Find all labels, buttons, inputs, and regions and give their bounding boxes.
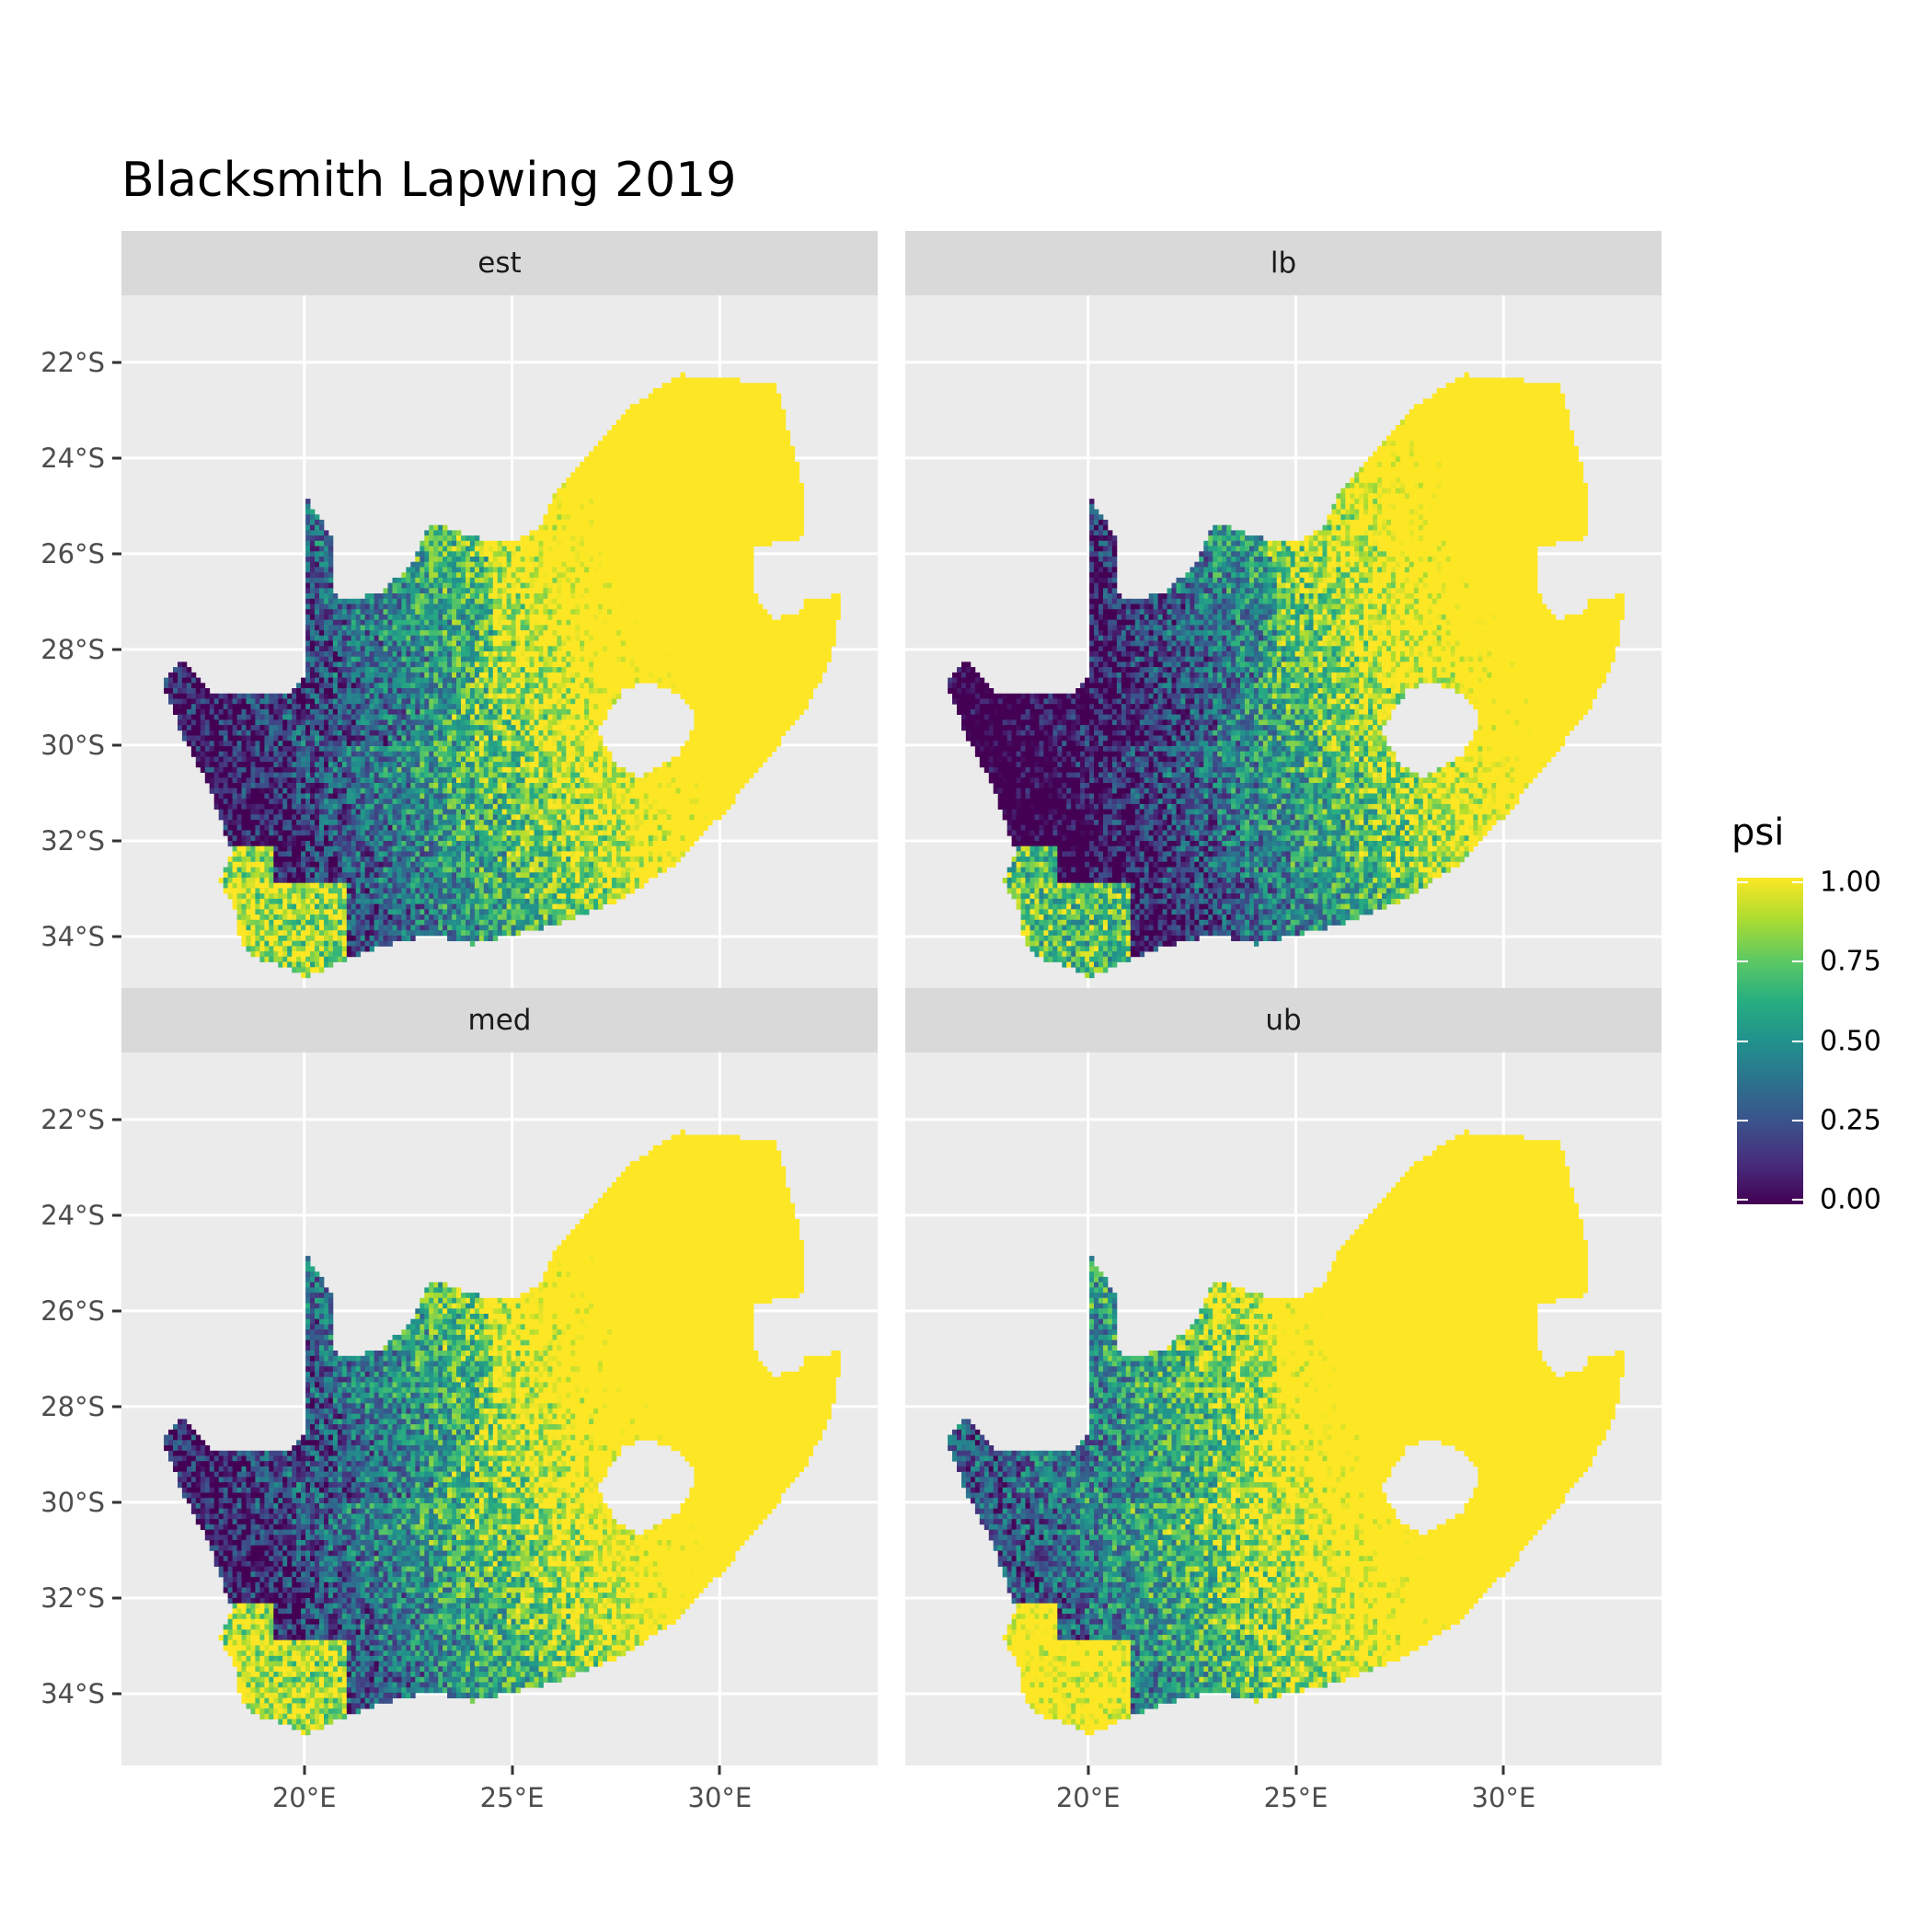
legend-tick xyxy=(1792,1040,1803,1042)
y-tick-label: 32°S xyxy=(40,825,105,857)
x-tick-mark xyxy=(1087,1765,1090,1775)
facet-strip-label: ub xyxy=(905,988,1662,1052)
y-tick-label: 32°S xyxy=(40,1582,105,1614)
raster-cells xyxy=(164,372,841,979)
x-tick-mark xyxy=(1501,1765,1505,1775)
legend-label: 0.25 xyxy=(1820,1104,1881,1136)
map-area xyxy=(905,295,1662,1008)
x-tick-label: 25°E xyxy=(1264,1782,1328,1813)
x-tick-mark xyxy=(303,1765,306,1775)
legend-tick xyxy=(1792,1199,1803,1201)
x-tick-label: 30°E xyxy=(1471,1782,1535,1813)
x-tick-mark xyxy=(718,1765,721,1775)
y-tick-label: 24°S xyxy=(40,1200,105,1231)
x-tick-mark xyxy=(1294,1765,1298,1775)
raster-cells xyxy=(948,372,1625,979)
x-tick-mark xyxy=(511,1765,514,1775)
y-tick-mark xyxy=(112,743,121,747)
y-tick-label: 26°S xyxy=(40,538,105,569)
y-tick-mark xyxy=(112,552,121,556)
y-tick-mark xyxy=(112,1309,121,1313)
legend-title: psi xyxy=(1731,811,1784,854)
legend-tick xyxy=(1737,960,1748,963)
y-axis: 22°S 24°S 26°S 28°S 30°S 32°S 34°S xyxy=(0,1052,121,1765)
y-tick-mark xyxy=(112,1596,121,1600)
y-tick-label: 30°S xyxy=(40,730,105,761)
y-tick-label: 34°S xyxy=(40,921,105,952)
legend-tick xyxy=(1737,1119,1748,1121)
facet-panel-ub: ub xyxy=(905,988,1662,1765)
y-tick-mark xyxy=(112,1118,121,1121)
facet-panel-med: med xyxy=(121,988,878,1765)
raster-cells xyxy=(164,1129,841,1736)
y-tick-label: 28°S xyxy=(40,634,105,665)
map-area xyxy=(121,295,878,1008)
facet-strip-label: med xyxy=(121,988,878,1052)
legend-tick xyxy=(1737,1040,1748,1042)
legend-label: 0.75 xyxy=(1820,946,1881,978)
occupancy-raster xyxy=(905,295,1662,1008)
x-tick-label: 30°E xyxy=(687,1782,752,1813)
y-tick-mark xyxy=(112,1501,121,1504)
legend-tick xyxy=(1737,1199,1748,1201)
x-tick-label: 20°E xyxy=(272,1782,337,1813)
y-tick-mark xyxy=(112,648,121,651)
x-tick-label: 25°E xyxy=(480,1782,545,1813)
legend-tick xyxy=(1792,960,1803,963)
y-tick-label: 22°S xyxy=(40,347,105,378)
y-tick-mark xyxy=(112,1213,121,1217)
facet-strip-label: est xyxy=(121,231,878,295)
legend-label: 0.00 xyxy=(1820,1184,1881,1216)
legend-tick xyxy=(1792,881,1803,883)
legend-label: 1.00 xyxy=(1820,867,1881,899)
occupancy-raster xyxy=(905,1052,1662,1765)
y-tick-label: 28°S xyxy=(40,1391,105,1422)
y-tick-mark xyxy=(112,935,121,938)
y-tick-mark xyxy=(112,456,121,460)
y-tick-label: 22°S xyxy=(40,1104,105,1135)
y-tick-label: 30°S xyxy=(40,1487,105,1518)
map-area xyxy=(905,1052,1662,1765)
y-tick-mark xyxy=(112,1692,121,1696)
y-tick-mark xyxy=(112,839,121,843)
occupancy-raster xyxy=(121,1052,878,1765)
occupancy-raster xyxy=(121,295,878,1008)
legend-label: 0.50 xyxy=(1820,1025,1881,1057)
raster-cells xyxy=(948,1129,1625,1736)
map-area xyxy=(121,1052,878,1765)
legend-tick xyxy=(1737,881,1748,883)
y-tick-label: 26°S xyxy=(40,1295,105,1327)
plot-title: Blacksmith Lapwing 2019 xyxy=(121,153,736,208)
legend-tick xyxy=(1792,1119,1803,1121)
x-tick-label: 20°E xyxy=(1056,1782,1121,1813)
facet-panel-lb: lb xyxy=(905,231,1662,1008)
y-tick-label: 34°S xyxy=(40,1678,105,1709)
y-axis: 22°S 24°S 26°S 28°S 30°S 32°S 34°S xyxy=(0,295,121,1008)
y-tick-label: 24°S xyxy=(40,443,105,474)
y-tick-mark xyxy=(112,361,121,364)
facet-panel-est: est xyxy=(121,231,878,1008)
y-tick-mark xyxy=(112,1405,121,1409)
facet-strip-label: lb xyxy=(905,231,1662,295)
